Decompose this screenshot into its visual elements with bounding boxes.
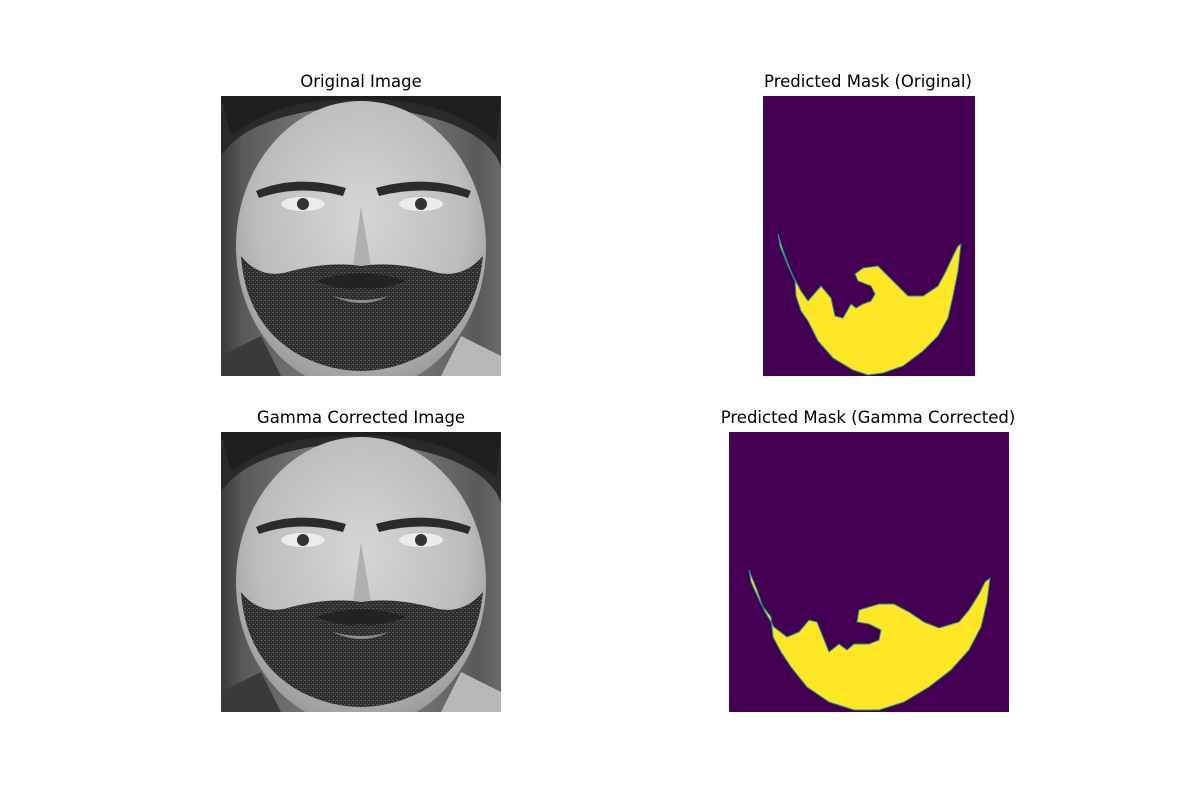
- predicted-mask-original: [763, 96, 975, 376]
- mask-region-beard: [748, 569, 991, 711]
- panel-title-original-image: Original Image: [300, 72, 422, 91]
- panel-title-predicted-mask-original: Predicted Mask (Original): [764, 72, 972, 91]
- predicted-mask-gamma: [729, 432, 1009, 712]
- original-image: [221, 96, 501, 376]
- gamma-corrected-image: [221, 432, 501, 712]
- mask-region-beard: [777, 233, 962, 376]
- panel-title-gamma-corrected-image: Gamma Corrected Image: [256, 408, 466, 427]
- panel-title-predicted-mask-gamma: Predicted Mask (Gamma Corrected): [720, 408, 1016, 427]
